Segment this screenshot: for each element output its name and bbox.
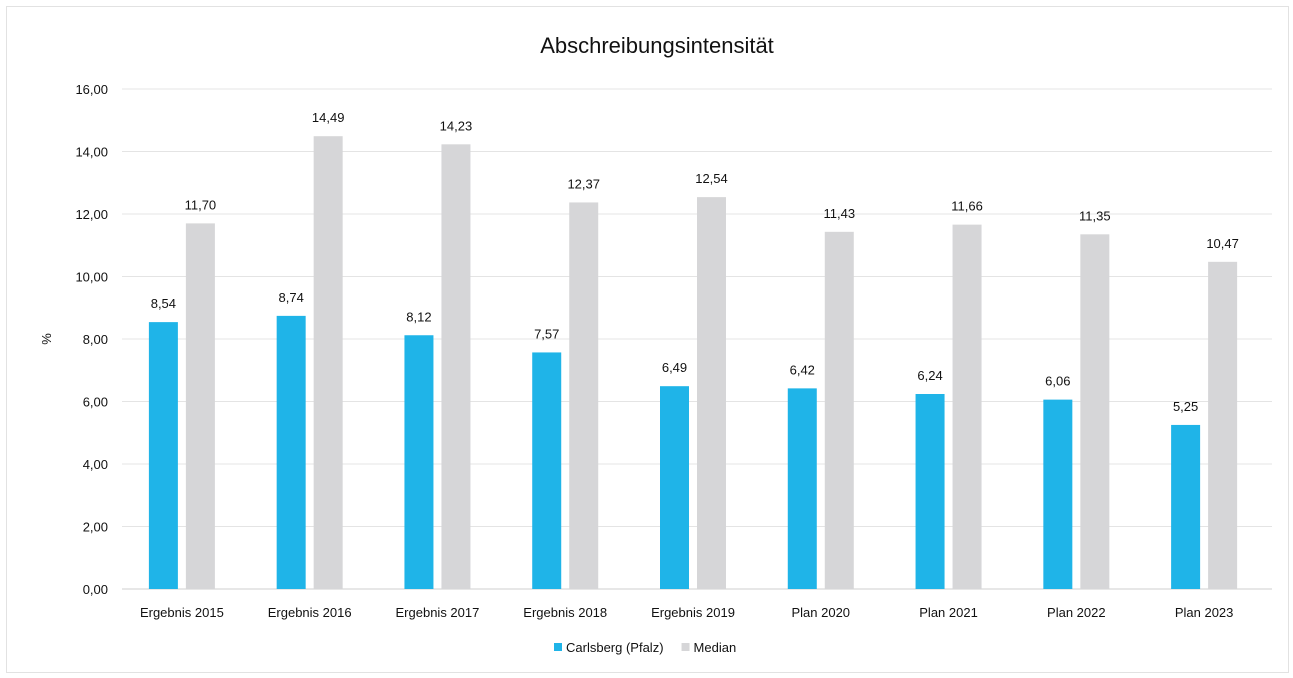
y-tick-label: 10,00 — [75, 270, 108, 285]
data-label: 6,24 — [917, 368, 942, 383]
category-label: Ergebnis 2018 — [523, 605, 607, 620]
y-axis-ticks: 0,00 2,00 4,00 6,00 8,00 10,00 12,00 14,00 16,00 — [75, 82, 108, 597]
data-label: 11,66 — [951, 199, 983, 214]
data-label: 14,23 — [440, 118, 473, 133]
data-label: 11,70 — [185, 197, 217, 212]
bar-carlsberg — [915, 394, 945, 589]
bar-carlsberg — [1043, 399, 1073, 589]
bar-carlsberg — [660, 386, 689, 589]
data-labels: 8,54 11,70 8,74 14,49 8,12 14,23 7,57 12,37 6,49… — [151, 110, 1239, 414]
data-label: 8,12 — [406, 309, 431, 324]
category-label: Ergebnis 2016 — [268, 605, 352, 620]
data-label: 12,54 — [695, 171, 728, 186]
y-tick-label: 12,00 — [75, 207, 108, 222]
data-label: 5,25 — [1173, 399, 1198, 414]
bar-median — [952, 224, 982, 589]
bar-median — [569, 202, 599, 589]
data-label: 6,06 — [1045, 374, 1070, 389]
bar-median — [1208, 261, 1238, 589]
data-label: 11,43 — [823, 206, 855, 221]
bar-median — [313, 136, 343, 589]
bar-median — [697, 197, 726, 589]
bar-carlsberg — [532, 352, 562, 589]
category-label: Ergebnis 2019 — [651, 605, 735, 620]
y-tick-label: 2,00 — [83, 520, 108, 535]
legend-label: Carlsberg (Pfalz) — [566, 640, 664, 655]
y-axis-title: % — [39, 333, 54, 345]
y-tick-label: 8,00 — [83, 332, 108, 347]
data-label: 6,49 — [662, 360, 687, 375]
category-label: Plan 2020 — [791, 605, 850, 620]
legend: Carlsberg (Pfalz) Median — [554, 640, 736, 655]
category-label: Plan 2023 — [1175, 605, 1234, 620]
data-label: 8,54 — [151, 296, 176, 311]
data-label: 10,47 — [1206, 236, 1239, 251]
category-label: Plan 2022 — [1047, 605, 1106, 620]
category-label: Ergebnis 2015 — [140, 605, 224, 620]
bar-median — [441, 144, 471, 589]
legend-swatch-median — [681, 643, 690, 651]
bar-carlsberg — [148, 322, 178, 589]
bar-median — [1080, 234, 1110, 589]
data-label: 6,42 — [790, 362, 815, 377]
chart-title: Abschreibungsintensität — [540, 33, 774, 58]
y-tick-label: 14,00 — [75, 145, 108, 160]
bar-carlsberg — [404, 335, 434, 589]
y-tick-label: 16,00 — [75, 82, 108, 97]
bar-carlsberg — [276, 315, 306, 589]
bar-median — [185, 223, 215, 589]
data-label: 11,35 — [1079, 208, 1111, 223]
category-labels: Ergebnis 2015 Ergebnis 2016 Ergebnis 2017 E… — [140, 605, 1233, 620]
data-label: 12,37 — [567, 176, 600, 191]
category-label: Ergebnis 2017 — [396, 605, 480, 620]
y-tick-label: 4,00 — [83, 457, 108, 472]
bar-carlsberg — [1171, 424, 1201, 589]
bar-chart: Abschreibungsintensität % 0,00 2,00 4,00 6,… — [39, 33, 1272, 655]
bars — [148, 136, 1238, 589]
data-label: 7,57 — [534, 326, 559, 341]
y-tick-label: 0,00 — [83, 582, 108, 597]
category-label: Plan 2021 — [919, 605, 978, 620]
bar-median — [824, 231, 854, 589]
bar-carlsberg — [787, 388, 817, 589]
y-tick-label: 6,00 — [83, 395, 108, 410]
legend-label: Median — [694, 640, 737, 655]
data-label: 8,74 — [279, 290, 304, 305]
data-label: 14,49 — [312, 110, 345, 125]
legend-swatch-carlsberg — [554, 643, 562, 651]
chart-frame: Abschreibungsintensität % 0,00 2,00 4,00 6,… — [6, 6, 1289, 673]
